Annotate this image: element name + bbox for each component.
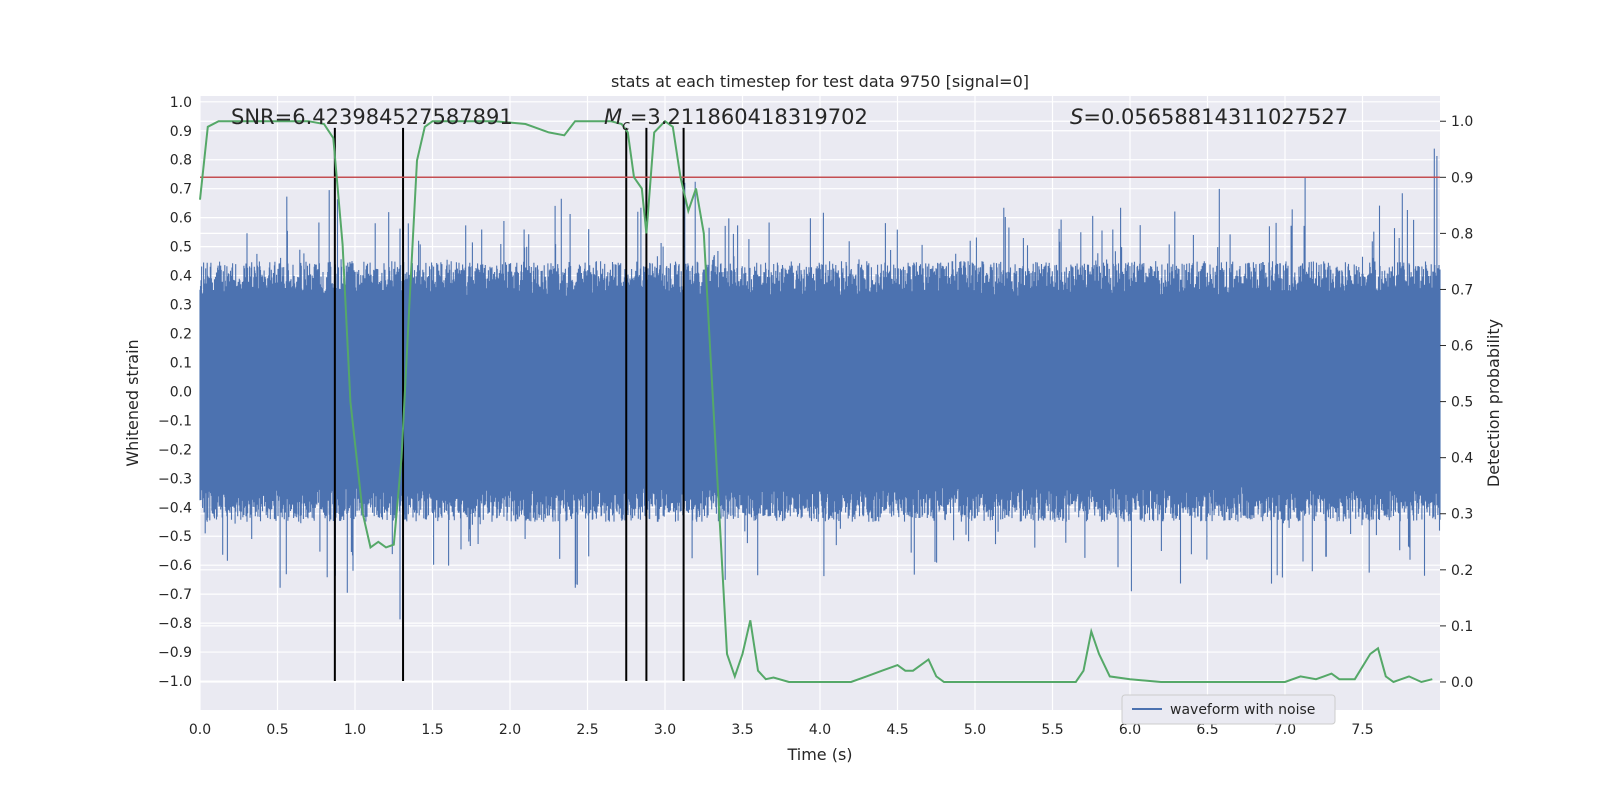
y-tick-label: 0.2 bbox=[170, 326, 192, 342]
x-tick-label: 7.0 bbox=[1274, 722, 1296, 738]
y-tick-label: 0.7 bbox=[170, 182, 192, 198]
y2-tick-label: 0.0 bbox=[1451, 675, 1473, 691]
x-tick-label: 3.5 bbox=[731, 722, 753, 738]
x-ticks: 0.0 0.5 1.0 1.5 2.0 2.5 3.0 3.5 4.0 4.5 5.0 5.5 6.0 6… bbox=[189, 722, 1374, 738]
y2-axis-label: Detection probability bbox=[1484, 319, 1503, 487]
y-tick-label: −0.7 bbox=[158, 587, 192, 603]
x-tick-label: 5.5 bbox=[1041, 722, 1063, 738]
y-tick-label: 0.6 bbox=[170, 211, 192, 227]
y2-tick-label: 0.9 bbox=[1451, 170, 1473, 186]
x-tick-label: 3.0 bbox=[654, 722, 676, 738]
x-tick-label: 1.0 bbox=[344, 722, 366, 738]
chirp-mass-symbol: M bbox=[604, 105, 622, 129]
x-tick-label: 0.0 bbox=[189, 722, 211, 738]
y-tick-label: −0.9 bbox=[158, 645, 192, 661]
snr-annotation: SNR=6.423984527587891 bbox=[231, 105, 513, 129]
chirp-mass-subscript: c bbox=[622, 118, 630, 134]
legend-box bbox=[1121, 694, 1336, 725]
y2-tick-label: 0.1 bbox=[1451, 619, 1473, 635]
y2-tick-label: 0.5 bbox=[1451, 395, 1473, 411]
y-tick-label: −1.0 bbox=[158, 674, 192, 690]
y-tick-label: −0.2 bbox=[158, 442, 192, 458]
y-tick-label: 0.5 bbox=[170, 240, 192, 256]
y-tick-label: 0.1 bbox=[170, 355, 192, 371]
s-symbol: S bbox=[1070, 105, 1083, 129]
y-tick-label: 1.0 bbox=[170, 95, 192, 111]
y-tick-label: −0.1 bbox=[158, 413, 192, 429]
legend: waveform with noise bbox=[1121, 694, 1336, 725]
y2-tick-label: 0.3 bbox=[1451, 507, 1473, 523]
x-tick-label: 2.0 bbox=[499, 722, 521, 738]
legend-label: waveform with noise bbox=[1170, 702, 1315, 718]
chirp-mass-annotation: Mc=3.211860418319702 bbox=[604, 105, 868, 134]
x-tick-label: 5.0 bbox=[964, 722, 986, 738]
y-tick-label: −0.3 bbox=[158, 471, 192, 487]
y-tick-label: 0.3 bbox=[170, 298, 192, 314]
x-tick-label: 2.5 bbox=[576, 722, 598, 738]
y2-tick-label: 0.4 bbox=[1451, 451, 1473, 467]
y-tick-label: −0.8 bbox=[158, 616, 192, 632]
y-tick-label: 0.0 bbox=[170, 384, 192, 400]
y-tick-label: −0.4 bbox=[158, 500, 192, 516]
y2-ticks: 1.0 0.9 0.8 0.7 0.6 0.5 0.4 0.3 0.2 0.1 0.0 bbox=[1440, 114, 1473, 691]
x-tick-label: 0.5 bbox=[266, 722, 288, 738]
y-ticks: 1.0 0.9 0.8 0.7 0.6 0.5 0.4 0.3 0.2 0.1 0.0 −0.1 −0.… bbox=[158, 95, 192, 690]
s-annotation: S=0.05658814311027527 bbox=[1070, 105, 1348, 129]
y-tick-label: −0.5 bbox=[158, 529, 192, 545]
x-tick-label: 4.0 bbox=[809, 722, 831, 738]
probability-line bbox=[199, 119, 1433, 684]
x-tick-label: 6.5 bbox=[1196, 722, 1218, 738]
x-tick-label: 6.0 bbox=[1119, 722, 1141, 738]
y2-tick-label: 0.7 bbox=[1451, 282, 1473, 298]
y-tick-label: 0.9 bbox=[170, 124, 192, 140]
y2-tick-label: 1.0 bbox=[1451, 114, 1473, 130]
x-tick-label: 4.5 bbox=[886, 722, 908, 738]
x-tick-label: 1.5 bbox=[421, 722, 443, 738]
y2-tick-label: 0.2 bbox=[1451, 563, 1473, 579]
y2-tick-label: 0.6 bbox=[1451, 339, 1473, 355]
s-value: =0.05658814311027527 bbox=[1083, 105, 1348, 129]
waveform-line bbox=[199, 148, 1441, 620]
y-tick-label: 0.8 bbox=[170, 153, 192, 169]
vertical-markers bbox=[333, 127, 685, 682]
x-axis-label: Time (s) bbox=[786, 745, 852, 764]
y-tick-label: −0.6 bbox=[158, 558, 192, 574]
y2-tick-label: 0.8 bbox=[1451, 226, 1473, 242]
chirp-mass-value: =3.211860418319702 bbox=[630, 105, 868, 129]
chart-title: stats at each timestep for test data 975… bbox=[611, 72, 1029, 91]
x-tick-label: 7.5 bbox=[1351, 722, 1373, 738]
waveform-series bbox=[199, 148, 1441, 620]
y-tick-label: 0.4 bbox=[170, 269, 192, 285]
y-axis-label: Whitened strain bbox=[123, 339, 142, 466]
